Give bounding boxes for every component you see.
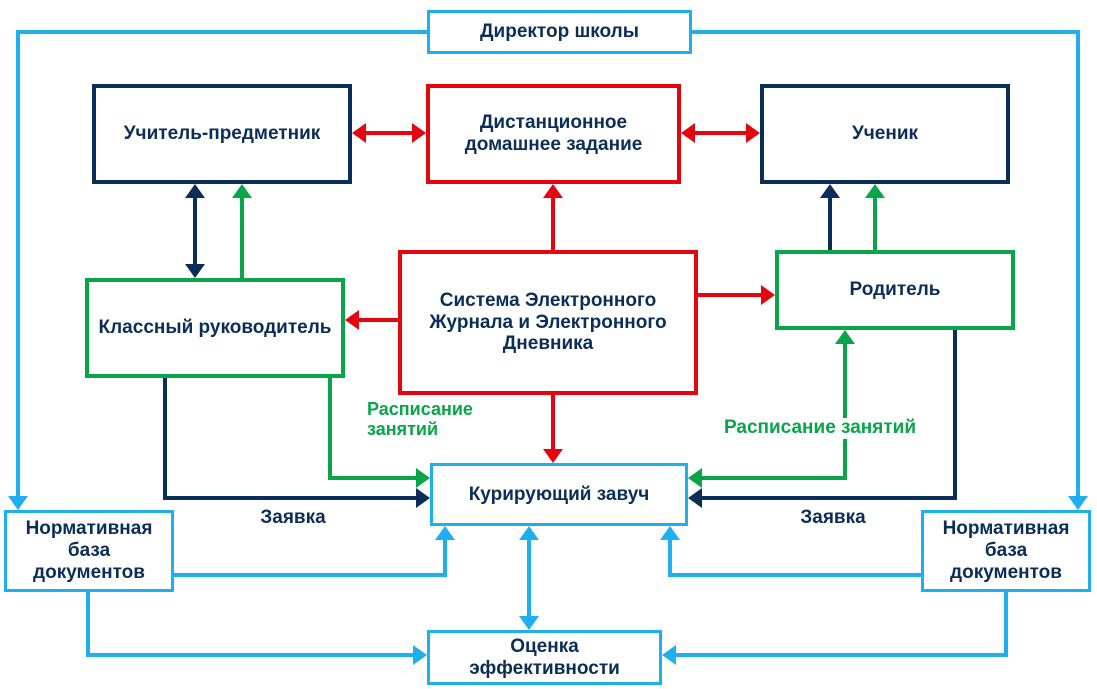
node-label: Классный руководитель: [99, 317, 332, 339]
diagram-stage: Директор школы Учитель-предметник Дистан…: [0, 0, 1097, 689]
label-zayavka-right: Заявка: [788, 508, 878, 529]
node-eval: Оценка эффективности: [427, 630, 662, 685]
node-label: Нормативная база документов: [932, 518, 1080, 584]
node-docs-left: Нормативная база документов: [4, 510, 174, 592]
node-student: Ученик: [760, 84, 1010, 184]
node-label: Директор школы: [480, 21, 639, 43]
node-director: Директор школы: [427, 10, 692, 54]
node-docs-right: Нормативная база документов: [921, 510, 1091, 592]
node-ejournal: Система Электронного Журнала и Электронн…: [398, 250, 698, 395]
node-homework: Дистанционное домашнее задание: [426, 84, 681, 184]
node-label: Система Электронного Журнала и Электронн…: [410, 290, 686, 356]
node-label: Родитель: [850, 279, 941, 301]
label-zayavka-left: Заявка: [248, 508, 338, 529]
node-label: Ученик: [852, 123, 918, 145]
node-label: Оценка эффективности: [438, 636, 651, 680]
node-teacher: Учитель-предметник: [92, 84, 352, 184]
label-schedule-right: Расписание занятий: [720, 418, 920, 439]
node-parent: Родитель: [775, 250, 1015, 330]
node-classhead: Классный руководитель: [85, 278, 345, 378]
node-label: Курирующий завуч: [469, 484, 650, 506]
label-schedule-left: Расписание занятий: [367, 400, 437, 440]
node-label: Нормативная база документов: [15, 518, 163, 584]
node-zavuch: Курирующий завуч: [430, 463, 688, 526]
node-label: Учитель-предметник: [124, 123, 321, 145]
node-label: Дистанционное домашнее задание: [438, 112, 669, 156]
